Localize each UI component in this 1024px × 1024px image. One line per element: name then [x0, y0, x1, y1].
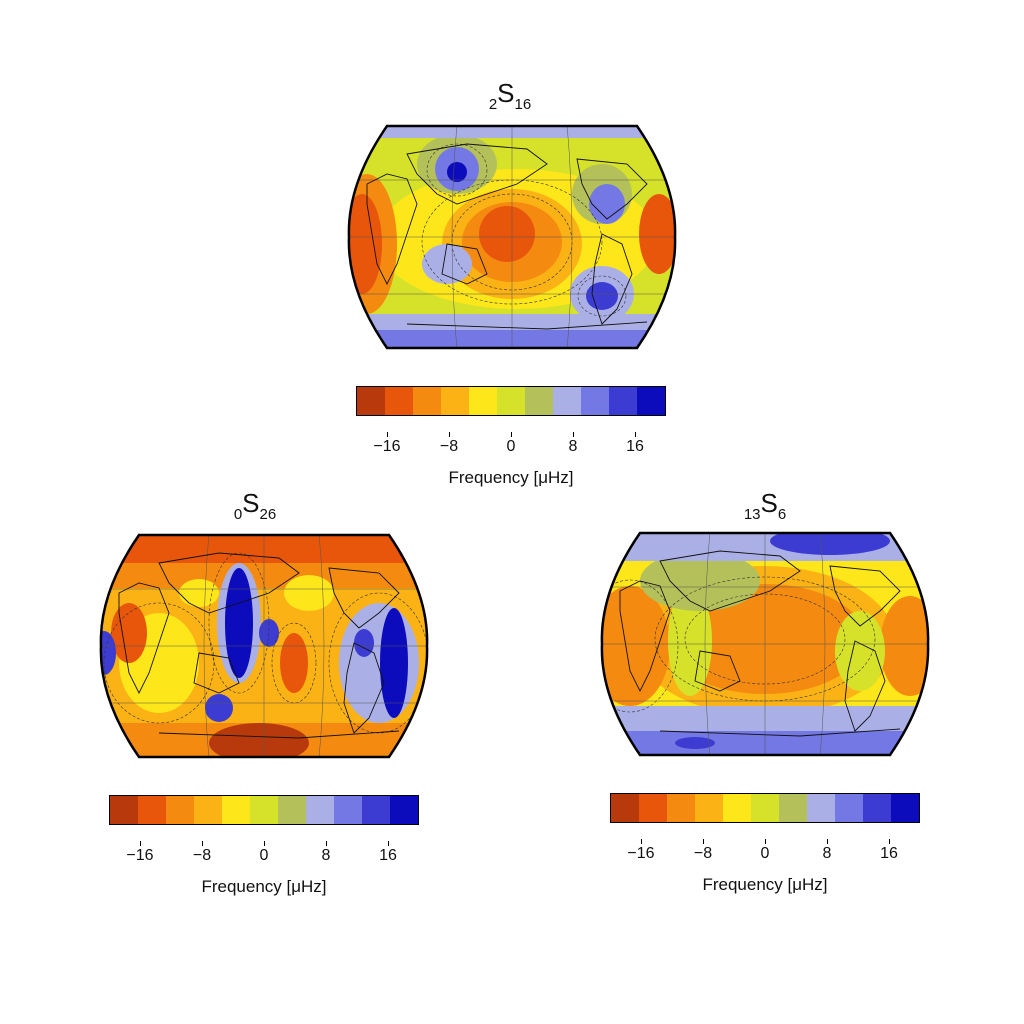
- title-index-n: 0: [233, 506, 243, 523]
- title-index-l: 26: [259, 506, 277, 523]
- colorbar-label-right: Frequency [μHz]: [702, 875, 828, 894]
- colorbar-tick-mark: [140, 841, 141, 846]
- colorbar-tick-label: 0: [760, 845, 770, 862]
- title-index-l: 6: [777, 506, 787, 523]
- colorbar-tick-mark: [641, 839, 642, 844]
- colorbar-tick-mark: [388, 841, 389, 846]
- mode-title-top: 2S16: [470, 78, 550, 113]
- colorbar-tick-mark: [202, 841, 203, 846]
- map-right: [600, 531, 930, 757]
- colorbar-label-left: Frequency [μHz]: [201, 877, 327, 896]
- colorbar-left: [109, 795, 419, 825]
- colorbar-tick-label: 16: [626, 438, 644, 455]
- colorbar-tick-mark: [449, 432, 450, 437]
- colorbar-label-top: Frequency [μHz]: [448, 468, 574, 487]
- colorbar-tick-mark: [387, 432, 388, 437]
- map-left: [99, 533, 429, 759]
- colorbar-tick-label: −8: [439, 438, 459, 455]
- colorbar-tick-mark: [703, 839, 704, 844]
- colorbar-tick-mark: [635, 432, 636, 437]
- mode-title-right: 13S6: [725, 488, 805, 523]
- title-index-n: 13: [743, 506, 761, 523]
- colorbar-tick-label: 16: [379, 847, 397, 864]
- colorbar-right: [610, 793, 920, 823]
- colorbar-tick-label: 0: [259, 847, 269, 864]
- colorbar-tick-label: −8: [693, 845, 713, 862]
- title-letter: S: [760, 488, 778, 518]
- colorbar-tick-mark: [765, 839, 766, 844]
- colorbar-tick-label: −8: [192, 847, 212, 864]
- mode-title-left: 0S26: [215, 488, 295, 523]
- title-index-n: 2: [488, 96, 498, 113]
- colorbar-ticks-top: −16 −8 0 8 16: [356, 432, 666, 462]
- title-index-l: 16: [514, 96, 532, 113]
- colorbar-tick-label: 8: [568, 438, 578, 455]
- title-letter: S: [497, 78, 515, 108]
- colorbar-ticks-right: −16 −8 0 8 16: [610, 839, 920, 869]
- colorbar-tick-mark: [511, 432, 512, 437]
- colorbar-tick-mark: [326, 841, 327, 846]
- colorbar-tick-label: 16: [880, 845, 898, 862]
- colorbar-top: [356, 386, 666, 416]
- colorbar-tick-mark: [573, 432, 574, 437]
- colorbar-ticks-left: −16 −8 0 8 16: [109, 841, 419, 871]
- map-top: [347, 124, 677, 350]
- colorbar-tick-mark: [827, 839, 828, 844]
- colorbar-tick-label: 8: [321, 847, 331, 864]
- colorbar-tick-mark: [889, 839, 890, 844]
- colorbar-tick-label: 8: [822, 845, 832, 862]
- colorbar-tick-mark: [264, 841, 265, 846]
- colorbar-tick-label: −16: [126, 847, 154, 864]
- colorbar-tick-label: −16: [373, 438, 401, 455]
- colorbar-tick-label: −16: [627, 845, 655, 862]
- title-letter: S: [242, 488, 260, 518]
- colorbar-tick-label: 0: [506, 438, 516, 455]
